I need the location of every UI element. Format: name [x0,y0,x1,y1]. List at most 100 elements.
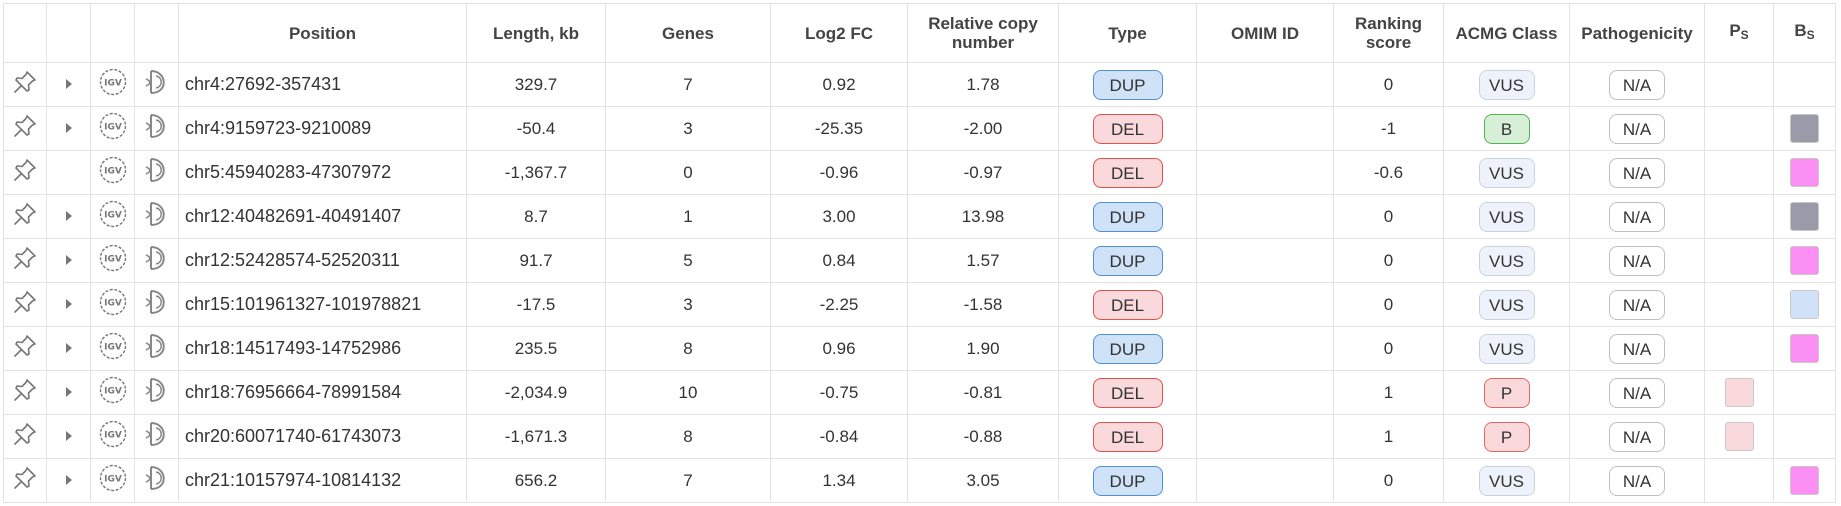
acmg-cell: VUS [1443,326,1570,371]
pathogenicity-badge[interactable]: N/A [1609,333,1665,364]
svg-text:IGV: IGV [104,431,122,441]
igv-icon[interactable]: IGV [98,375,128,410]
expand-caret-icon[interactable] [64,383,74,403]
header-type[interactable]: Type [1058,3,1197,63]
decipher-icon[interactable] [143,331,171,366]
igv-icon[interactable]: IGV [98,463,128,498]
table-row[interactable]: IGV chr21:10157974-10814132 656.2 7 1.34 3.05… [3,458,1836,503]
pathogenicity-badge[interactable]: N/A [1609,157,1665,188]
pin-icon[interactable] [12,421,38,452]
acmg-class-badge[interactable]: B [1483,113,1530,144]
header-bs[interactable]: BS [1773,3,1836,63]
pin-icon[interactable] [12,69,38,100]
acmg-class-badge[interactable]: VUS [1478,465,1535,496]
igv-icon[interactable]: IGV [98,419,128,454]
header-igv [90,3,135,63]
table-row[interactable]: IGV chr12:52428574-52520311 91.7 5 0.84 1.57 D… [3,238,1836,283]
decipher-cell [134,326,179,371]
expand-caret-icon[interactable] [64,251,74,271]
header-position[interactable]: Position [178,3,467,63]
acmg-class-badge[interactable]: VUS [1478,333,1535,364]
bs-swatch [1790,114,1819,143]
table-row[interactable]: IGV chr4:9159723-9210089 -50.4 3 -25.35 -2.00… [3,106,1836,151]
decipher-icon[interactable] [143,375,171,410]
decipher-icon[interactable] [143,67,171,102]
expand-caret-icon[interactable] [64,471,74,491]
pin-icon[interactable] [12,157,38,188]
header-pathogenicity[interactable]: Pathogenicity [1569,3,1705,63]
expand-caret-icon[interactable] [64,207,74,227]
pin-icon[interactable] [12,289,38,320]
table-row[interactable]: IGV chr18:76956664-78991584 -2,034.9 10 -0.7… [3,370,1836,415]
decipher-icon[interactable] [143,243,171,278]
acmg-class-badge[interactable]: VUS [1478,245,1535,276]
header-genes[interactable]: Genes [605,3,771,63]
log2fc-cell: 0.92 [770,62,908,107]
type-cell: DEL [1058,150,1197,195]
igv-icon[interactable]: IGV [98,287,128,322]
acmg-cell: B [1443,106,1570,151]
pathogenicity-badge[interactable]: N/A [1609,201,1665,232]
decipher-icon[interactable] [143,199,171,234]
header-bs-main: B [1794,21,1807,40]
table-row[interactable]: IGV chr15:101961327-101978821 -17.5 3 -2.25-… [3,282,1836,327]
header-omim-id[interactable]: OMIM ID [1196,3,1334,63]
header-log2fc[interactable]: Log2 FC [770,3,908,63]
decipher-icon[interactable] [143,287,171,322]
pathogenicity-badge[interactable]: N/A [1609,289,1665,320]
pin-icon[interactable] [12,377,38,408]
igv-icon[interactable]: IGV [98,331,128,366]
header-relative-copy-number[interactable]: Relative copy number [907,3,1059,63]
header-length[interactable]: Length, kb [466,3,606,63]
pin-icon[interactable] [12,333,38,364]
igv-icon[interactable]: IGV [98,67,128,102]
pathogenicity-badge[interactable]: N/A [1609,245,1665,276]
bs-cell [1773,282,1836,327]
pin-icon[interactable] [12,465,38,496]
expand-caret-icon[interactable] [64,427,74,447]
acmg-class-badge[interactable]: VUS [1478,69,1535,100]
igv-icon[interactable]: IGV [98,155,128,190]
pin-icon[interactable] [12,245,38,276]
expand-caret-icon[interactable] [64,75,74,95]
igv-icon[interactable]: IGV [98,111,128,146]
expand-caret-icon[interactable] [64,339,74,359]
pathogenicity-badge[interactable]: N/A [1609,421,1665,452]
ps-cell [1704,326,1774,371]
log2fc-cell: -0.96 [770,150,908,195]
pathogenicity-badge[interactable]: N/A [1609,377,1665,408]
decipher-icon[interactable] [143,155,171,190]
acmg-class-badge[interactable]: P [1483,377,1530,408]
table-row[interactable]: IGV chr12:40482691-40491407 8.7 1 3.00 13.98 D… [3,194,1836,239]
expand-caret-icon[interactable] [64,295,74,315]
table-row[interactable]: IGV chr4:27692-357431 329.7 7 0.92 1.78 DUP 0 VU… [3,62,1836,107]
log2fc-cell: -0.75 [770,370,908,415]
bs-cell [1773,106,1836,151]
table-row[interactable]: IGV chr18:14517493-14752986 235.5 8 0.96 1.90… [3,326,1836,371]
pathogenicity-badge[interactable]: N/A [1609,113,1665,144]
decipher-icon[interactable] [143,463,171,498]
pathogenicity-badge[interactable]: N/A [1609,69,1665,100]
acmg-cell: VUS [1443,150,1570,195]
igv-icon[interactable]: IGV [98,199,128,234]
pathogenicity-badge[interactable]: N/A [1609,465,1665,496]
pin-icon[interactable] [12,113,38,144]
header-acmg-class[interactable]: ACMG Class [1443,3,1570,63]
igv-icon[interactable]: IGV [98,243,128,278]
acmg-class-badge[interactable]: VUS [1478,157,1535,188]
decipher-icon[interactable] [143,419,171,454]
relative-copy-cell: -0.81 [907,370,1059,415]
acmg-class-badge[interactable]: VUS [1478,201,1535,232]
decipher-icon[interactable] [143,111,171,146]
table-row[interactable]: IGV chr20:60071740-61743073 -1,671.3 8 -0.84… [3,414,1836,459]
relative-copy-cell: 3.05 [907,458,1059,503]
table-row[interactable]: IGV chr5:45940283-47307972 -1,367.7 0 -0.96-… [3,150,1836,195]
acmg-class-badge[interactable]: P [1483,421,1530,452]
acmg-class-badge[interactable]: VUS [1478,289,1535,320]
pin-icon[interactable] [12,201,38,232]
expand-caret-icon[interactable] [64,119,74,139]
ranking-score-cell: 0 [1333,458,1444,503]
pathogenicity-cell: N/A [1569,106,1705,151]
header-ps[interactable]: PS [1704,3,1774,63]
header-ranking-score[interactable]: Ranking score [1333,3,1444,63]
